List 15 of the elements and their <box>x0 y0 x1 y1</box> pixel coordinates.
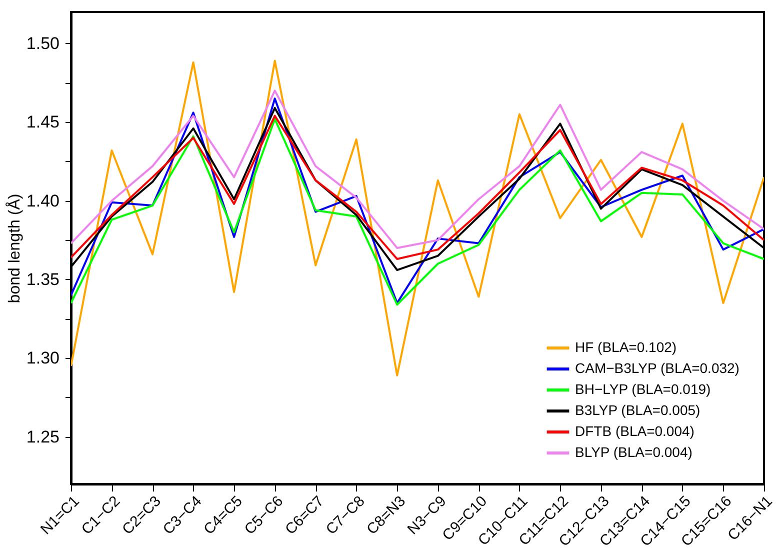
y-tick-label: 1.30 <box>26 348 60 368</box>
legend-label: DFTB (BLA=0.004) <box>575 423 694 439</box>
y-axis-title: bond length (Å) <box>5 194 24 304</box>
y-tick-label: 1.35 <box>26 270 60 289</box>
y-tick-label: 1.45 <box>26 112 60 132</box>
y-tick-label: 1.40 <box>26 191 60 210</box>
line-series <box>71 90 764 249</box>
legend-label: HF (BLA=0.102) <box>575 339 677 355</box>
legend-label: CAM−B3LYP (BLA=0.032) <box>575 360 740 376</box>
legend-label: BLYP (BLA=0.004) <box>575 444 692 460</box>
y-tick-label: 1.50 <box>26 34 60 53</box>
legend-label: BH−LYP (BLA=0.019) <box>575 381 711 397</box>
line-series <box>71 60 764 376</box>
legend-label: B3LYP (BLA=0.005) <box>575 402 700 418</box>
y-tick-label: 1.25 <box>26 427 60 446</box>
